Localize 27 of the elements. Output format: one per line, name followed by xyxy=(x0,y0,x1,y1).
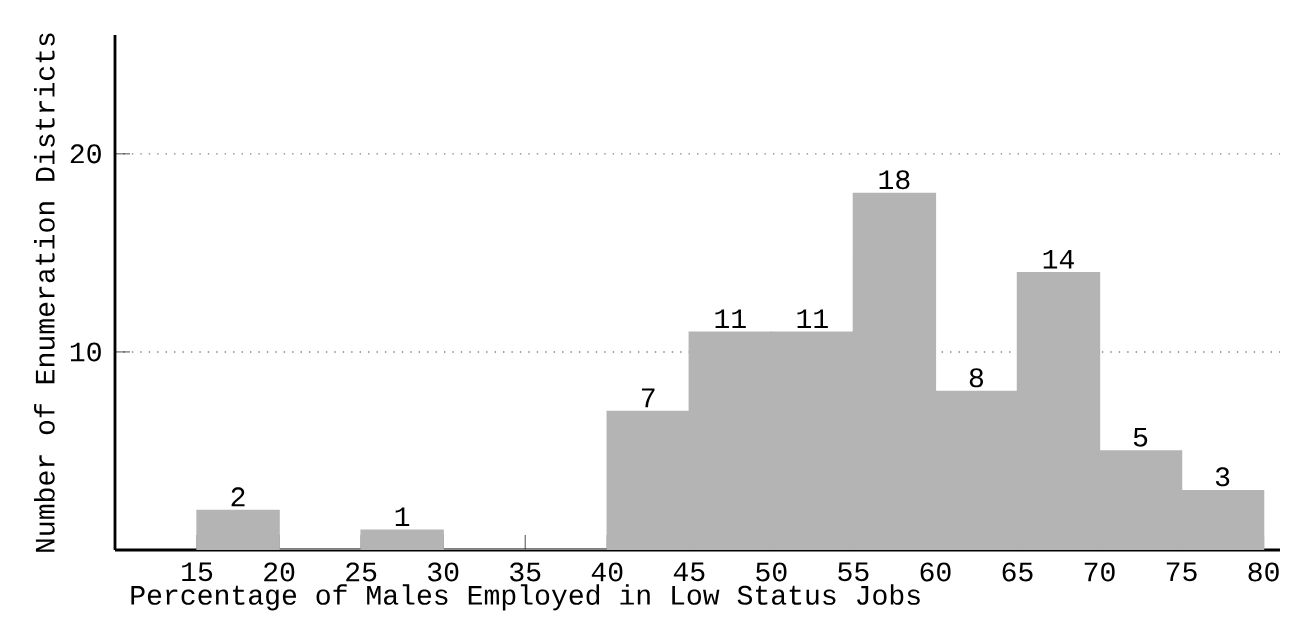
x-tick-label: 45 xyxy=(673,562,705,582)
data-label: 7 xyxy=(641,388,655,408)
data-label: 8 xyxy=(969,368,983,388)
data-label: 18 xyxy=(879,170,910,190)
x-tick-label: 55 xyxy=(838,562,869,582)
x-axis-title: Percentage of Males Employed in Low Status Jobs xyxy=(131,584,920,611)
x-tick-label: 60 xyxy=(920,562,951,582)
data-label: 11 xyxy=(797,309,828,328)
x-tick-label: 20 xyxy=(264,562,295,582)
y-tick-label: 10 xyxy=(70,342,101,362)
data-label: 14 xyxy=(1043,249,1074,269)
x-tick-label: 35 xyxy=(510,562,541,582)
x-tick-label: 75 xyxy=(1166,562,1197,582)
x-tick-label: 15 xyxy=(182,562,213,582)
x-tick-label: 30 xyxy=(428,562,459,582)
x-tick-label: 40 xyxy=(591,562,623,582)
data-label: 2 xyxy=(231,487,245,507)
x-tick-label: 25 xyxy=(346,562,377,582)
x-tick-label: 65 xyxy=(1002,562,1033,582)
data-label: 11 xyxy=(715,309,746,328)
x-tick-label: 80 xyxy=(1248,562,1279,582)
x-tick-label: 70 xyxy=(1084,562,1115,582)
data-label: 5 xyxy=(1133,427,1148,447)
x-tick-label: 50 xyxy=(756,562,787,582)
data-label: 3 xyxy=(1215,467,1230,487)
data-label: 1 xyxy=(395,507,410,526)
y-axis-title: Number of Enumeration Districts xyxy=(34,33,55,552)
